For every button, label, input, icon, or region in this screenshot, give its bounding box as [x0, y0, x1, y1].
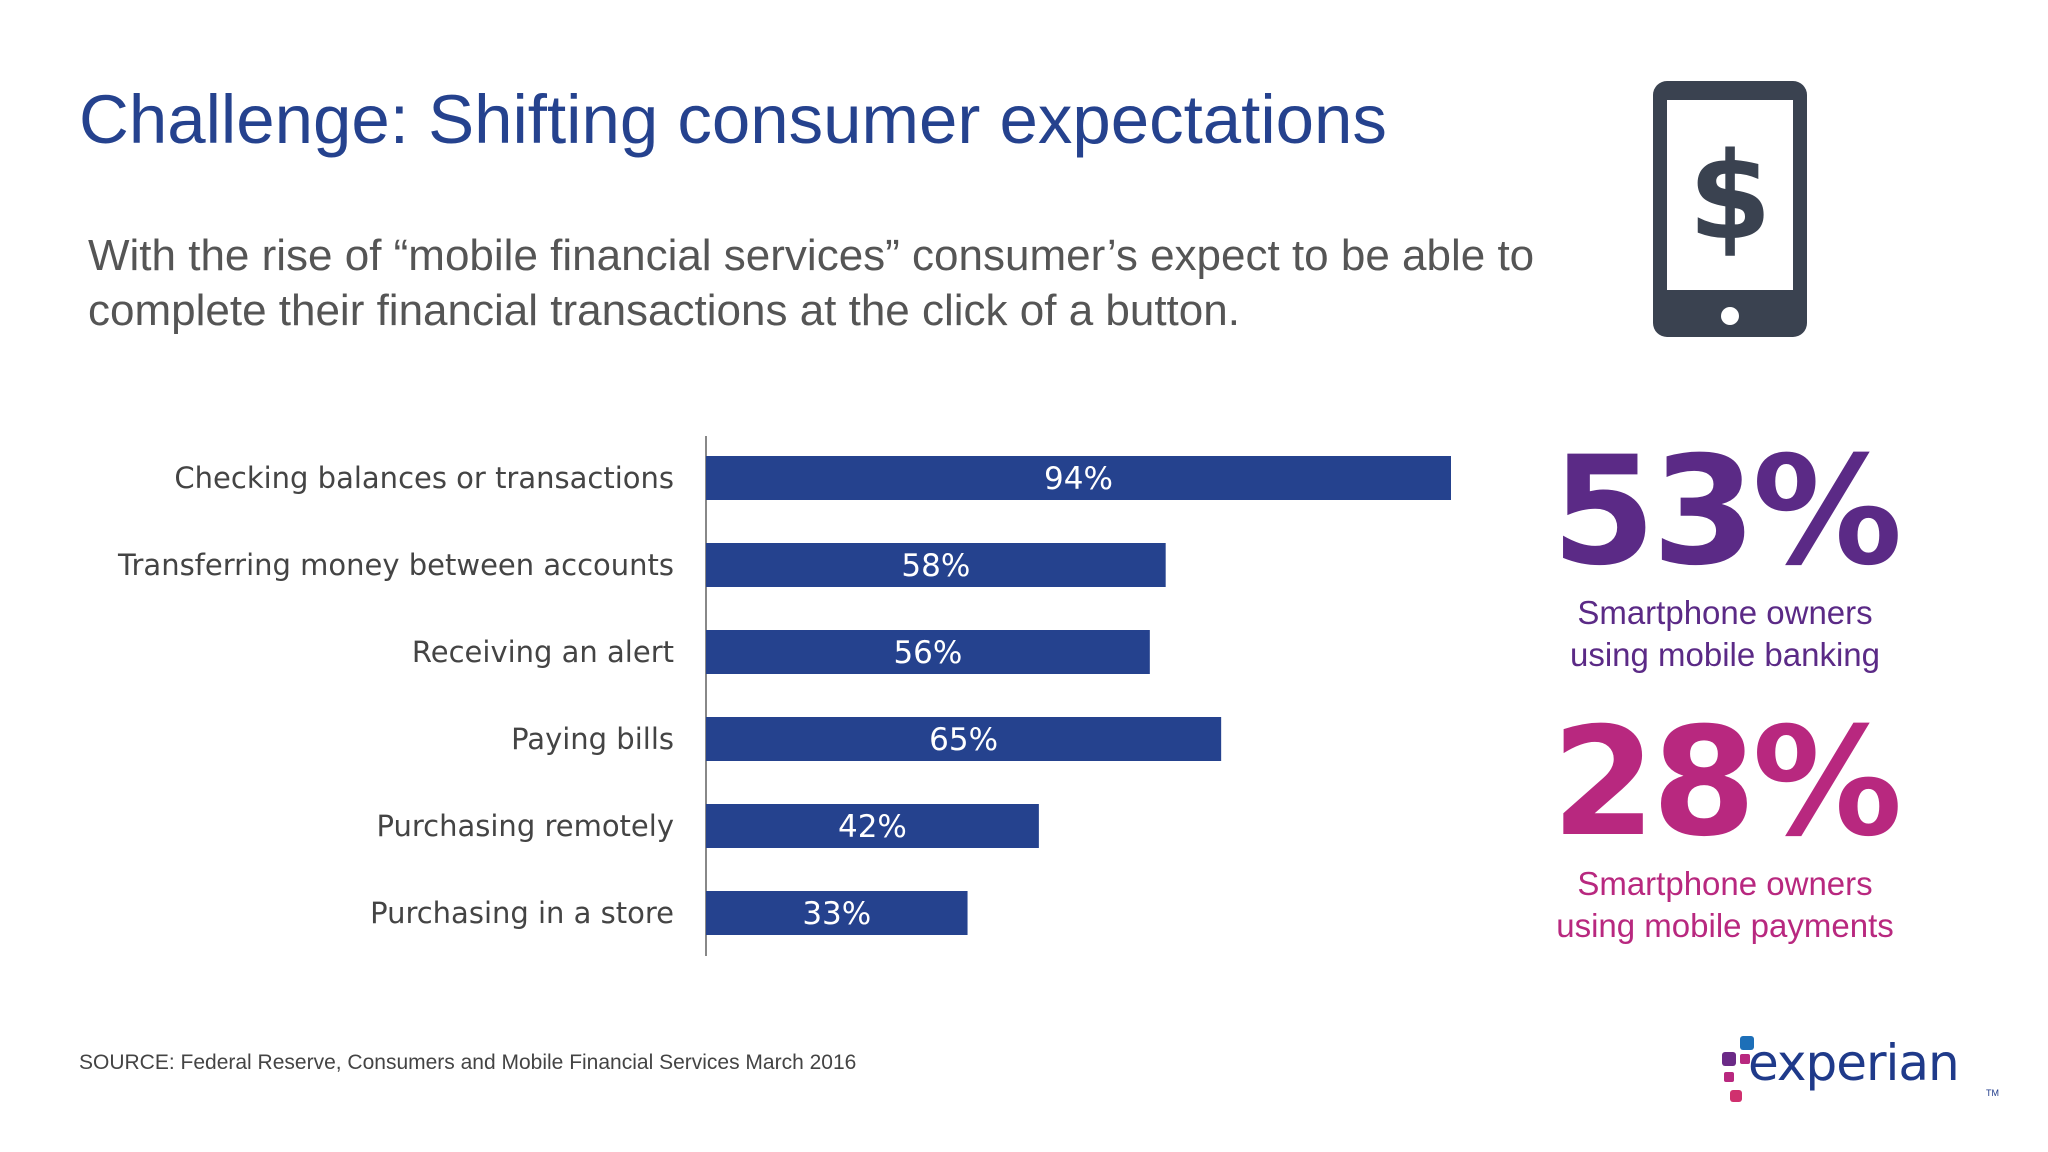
experian-logo: experian TM — [1718, 1032, 1999, 1122]
experian-logo-dots — [1722, 1036, 1754, 1102]
stat-value: 53% — [1551, 425, 1902, 599]
smartphone-dollar-icon: $ — [1653, 81, 1807, 337]
bar-value-label: 56% — [893, 635, 962, 671]
source-note: SOURCE: Federal Reserve, Consumers and M… — [79, 1051, 857, 1074]
stat-description: Smartphone owners using mobile banking — [1515, 592, 1935, 676]
chart-bar — [706, 543, 1166, 587]
category-label: Purchasing in a store — [370, 896, 674, 930]
bar-chart: Checking balances or transactions 94% Tran… — [117, 436, 1451, 956]
experian-logo-tm: TM — [1986, 1088, 1999, 1098]
stat-value: 28% — [1551, 696, 1902, 870]
category-label: Purchasing remotely — [377, 809, 674, 843]
bar-value-label: 33% — [802, 896, 871, 932]
stat-desc-prefix: using — [1569, 636, 1659, 673]
stat-desc-highlight: mobile payments — [1644, 907, 1894, 944]
stat-desc-prefix: using — [1556, 907, 1645, 944]
bar-value-label: 42% — [838, 809, 907, 845]
bar-value-label: 94% — [1044, 461, 1113, 497]
chart-bar — [706, 804, 1039, 848]
slide-title: Challenge: Shifting consumer expectation… — [79, 81, 1387, 158]
category-label: Transferring money between accounts — [117, 548, 674, 582]
category-label: Checking balances or transactions — [174, 461, 674, 495]
chart-bar — [706, 717, 1222, 761]
bar-value-label: 58% — [901, 548, 970, 584]
experian-logo-text: experian — [1748, 1034, 1960, 1092]
category-label: Paying bills — [511, 722, 674, 756]
chart-bar — [706, 630, 1150, 674]
stat-desc-highlight: mobile banking — [1658, 636, 1881, 673]
stat-mobile-banking: 53% Smartphone owners using mobile banki… — [1515, 432, 1935, 676]
stat-desc-line1: Smartphone owners — [1577, 594, 1873, 631]
chart-bar — [706, 456, 1451, 500]
category-label: Receiving an alert — [412, 635, 674, 669]
stat-description: Smartphone owners using mobile payments — [1515, 863, 1935, 947]
bar-value-label: 65% — [929, 722, 998, 758]
svg-text:$: $ — [1688, 128, 1772, 267]
slide-subtitle: With the rise of “mobile financial servi… — [88, 231, 1535, 335]
chart-bar — [706, 891, 968, 935]
stat-desc-line1: Smartphone owners — [1577, 865, 1873, 902]
stat-mobile-payments: 28% Smartphone owners using mobile payme… — [1515, 703, 1935, 947]
